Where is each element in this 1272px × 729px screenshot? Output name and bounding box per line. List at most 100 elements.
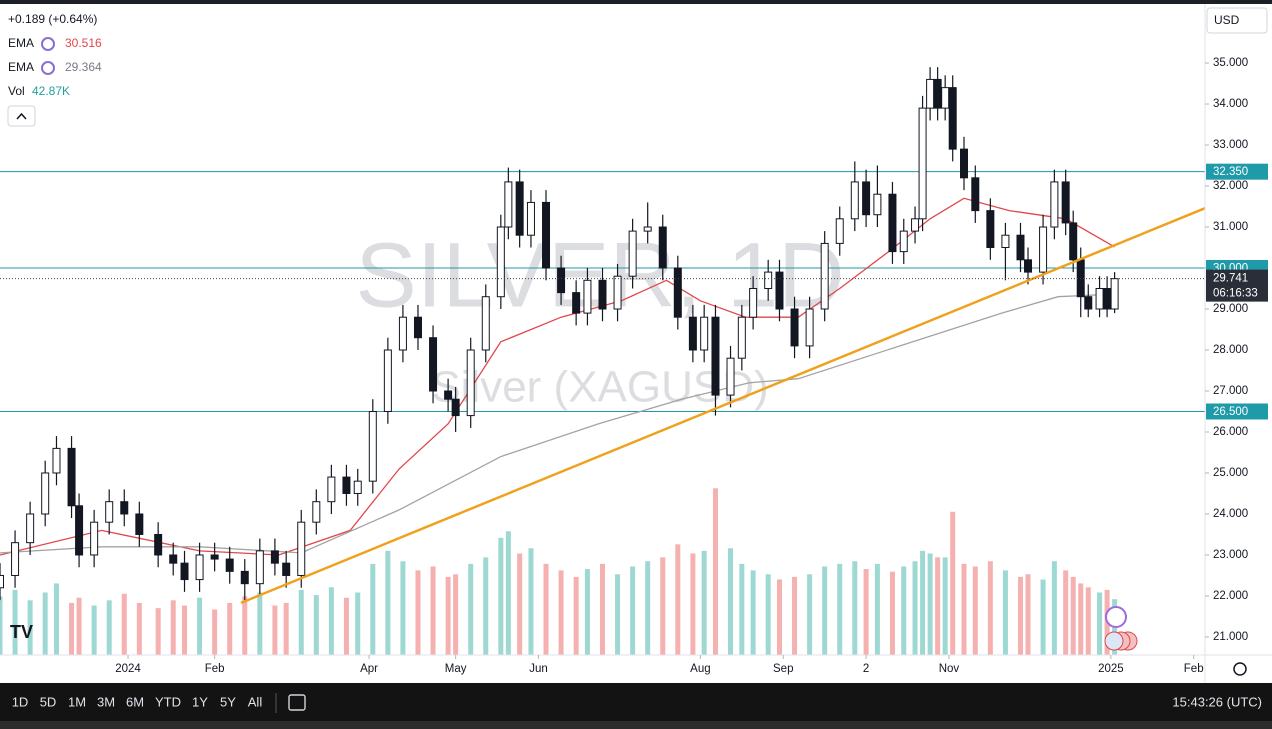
logo: TV bbox=[10, 622, 33, 642]
candle-body bbox=[180, 562, 189, 581]
period-button[interactable]: 3M bbox=[97, 694, 115, 709]
event-icon[interactable] bbox=[1104, 631, 1124, 651]
calendar-icon[interactable] bbox=[288, 694, 306, 711]
volume-bar bbox=[987, 561, 993, 655]
volume-bar bbox=[528, 548, 534, 655]
candle-body bbox=[711, 316, 720, 396]
y-tick-label: 25.000 bbox=[1213, 467, 1248, 479]
last-price-bg bbox=[1206, 269, 1268, 302]
volume-bar bbox=[822, 566, 828, 655]
volume-bar bbox=[645, 561, 651, 655]
indicator-icon[interactable] bbox=[41, 61, 55, 75]
y-tick-label: 29.000 bbox=[1213, 303, 1248, 315]
period-button[interactable]: YTD bbox=[155, 694, 181, 709]
candle-body bbox=[790, 308, 799, 347]
volume-bar bbox=[517, 553, 523, 655]
volume-bar bbox=[355, 592, 361, 655]
candle-body bbox=[737, 316, 746, 359]
candle-body bbox=[0, 574, 4, 589]
volume-bar bbox=[765, 574, 771, 655]
y-tick-label: 28.000 bbox=[1213, 344, 1248, 356]
candle-body bbox=[775, 271, 784, 310]
period-button[interactable]: All bbox=[248, 694, 263, 709]
candle-body bbox=[726, 357, 735, 396]
candle-body bbox=[526, 201, 535, 236]
volume-bar bbox=[498, 537, 504, 655]
candle-body bbox=[195, 554, 204, 581]
candle-body bbox=[862, 181, 871, 216]
x-tick-label: Feb bbox=[205, 663, 225, 675]
candle-body bbox=[444, 390, 453, 400]
candle-body bbox=[873, 193, 882, 216]
volume-bar bbox=[600, 563, 605, 655]
candle-body bbox=[918, 107, 927, 220]
volume-bar bbox=[212, 609, 218, 655]
candle-body bbox=[255, 550, 264, 585]
volume-bar bbox=[257, 592, 263, 655]
volume-bar bbox=[630, 566, 636, 655]
y-tick-label: 27.000 bbox=[1213, 385, 1248, 397]
collapse-button[interactable] bbox=[7, 105, 36, 127]
volume-bar bbox=[615, 574, 621, 655]
ema-line bbox=[0, 293, 1115, 554]
volume-bar bbox=[935, 557, 941, 655]
volume-bar bbox=[942, 557, 948, 655]
period-button[interactable]: 1Y bbox=[192, 694, 208, 709]
candle-body bbox=[1061, 181, 1070, 224]
settings-icon[interactable] bbox=[1233, 662, 1247, 676]
candle-body bbox=[688, 316, 697, 351]
volume-bar bbox=[0, 596, 3, 655]
period-button[interactable]: 1D bbox=[12, 694, 29, 709]
candle-body bbox=[850, 181, 859, 220]
collapse-icon bbox=[16, 112, 27, 120]
period-button[interactable]: 5D bbox=[40, 694, 57, 709]
currency-button[interactable] bbox=[1206, 7, 1268, 34]
x-tick-label: Aug bbox=[690, 663, 710, 675]
period-button[interactable]: 5Y bbox=[220, 694, 236, 709]
volume-bar bbox=[27, 600, 33, 655]
indicator-icon[interactable] bbox=[41, 37, 55, 51]
y-tick-label: 35.000 bbox=[1213, 57, 1248, 69]
candle-body bbox=[11, 542, 20, 576]
candle-body bbox=[282, 562, 291, 576]
axes: 21.000 22.000 23.000 24.000 25.000 26.000 27.0… bbox=[115, 57, 1268, 675]
volume-bar bbox=[543, 563, 549, 655]
x-tick-label: Sep bbox=[773, 663, 793, 675]
volume-bar bbox=[776, 579, 782, 655]
volume-bar bbox=[1025, 574, 1031, 655]
indicator-value: 29.364 bbox=[65, 60, 102, 74]
volume-bar bbox=[227, 602, 233, 655]
candle-body bbox=[1024, 259, 1033, 273]
candle-body bbox=[41, 472, 50, 515]
candle-body bbox=[481, 296, 490, 351]
candle-body bbox=[643, 226, 652, 232]
candle-body bbox=[105, 501, 114, 523]
volume-bar bbox=[1063, 570, 1069, 655]
x-tick-label: Apr bbox=[360, 663, 378, 675]
period-button[interactable]: 1M bbox=[68, 694, 86, 709]
candle-body bbox=[1069, 222, 1078, 261]
candle-body bbox=[557, 267, 566, 294]
y-tick-label: 32.000 bbox=[1213, 180, 1248, 192]
candle-body bbox=[673, 267, 682, 318]
alert-icon[interactable] bbox=[1105, 606, 1127, 628]
volume-bar bbox=[400, 561, 406, 655]
candle-body bbox=[1103, 288, 1112, 310]
candle-body bbox=[1039, 226, 1048, 273]
candle-body bbox=[1001, 234, 1010, 249]
candle-body bbox=[515, 181, 524, 236]
volume-bar bbox=[901, 566, 907, 655]
y-tick-label: 24.000 bbox=[1213, 508, 1248, 520]
level-label: 32.350 bbox=[1213, 166, 1248, 178]
period-button[interactable]: 6M bbox=[126, 694, 144, 709]
volume-bar bbox=[1097, 592, 1103, 655]
volume-bar bbox=[558, 570, 564, 655]
volume-bar bbox=[283, 602, 289, 655]
candle-body bbox=[835, 218, 844, 244]
indicator-name: EMA bbox=[8, 60, 34, 74]
currency: USD bbox=[1214, 13, 1240, 27]
volume-bar bbox=[370, 563, 376, 655]
candle-body bbox=[312, 501, 321, 523]
volume-bar bbox=[750, 570, 756, 655]
candle-body bbox=[120, 501, 129, 515]
